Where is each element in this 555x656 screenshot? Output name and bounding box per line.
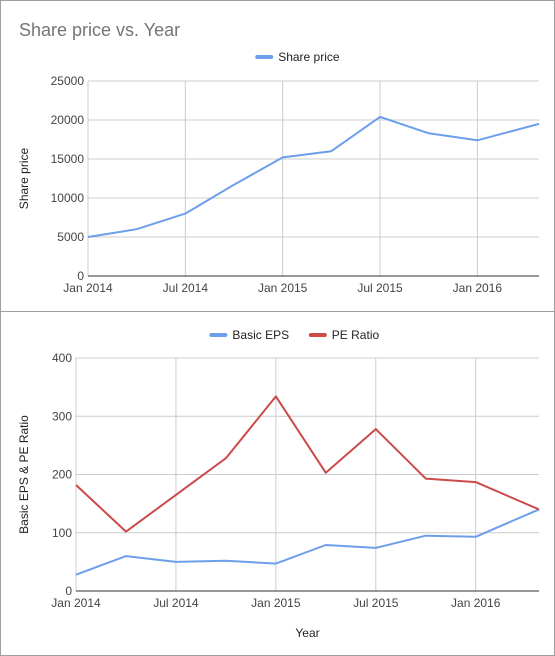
share-price-y-tick-label: 25000 <box>51 74 85 88</box>
share-price-x-tick-label: Jul 2014 <box>163 281 209 295</box>
eps-pe-x-tick-label: Jan 2016 <box>451 596 501 610</box>
share-price-x-tick-label: Jan 2015 <box>258 281 308 295</box>
eps-pe-x-axis-title: Year <box>295 626 319 640</box>
eps-pe-y-tick-label: 400 <box>52 351 72 365</box>
eps-pe-y-tick-label: 100 <box>52 526 72 540</box>
eps-pe-chart: Basic EPS PE Ratio Jan 2014 Jul 2014 Jan 201… <box>17 328 540 640</box>
share-price-x-tick-label: Jan 2016 <box>453 281 503 295</box>
eps-pe-x-tick-label: Jan 2014 <box>51 596 101 610</box>
share-price-series-line-0 <box>87 115 540 238</box>
share-price-y-tick-label: 5000 <box>57 230 84 244</box>
eps-pe-y-tick-label: 200 <box>52 468 72 482</box>
eps-pe-series-line-0 <box>75 508 540 576</box>
eps-pe-chart-panel: Basic EPS PE Ratio Jan 2014 Jul 2014 Jan 201… <box>0 311 555 656</box>
eps-pe-x-tick-label: Jul 2014 <box>153 596 199 610</box>
eps-pe-y-tick-label: 0 <box>65 584 72 598</box>
share-price-y-axis-title: Share price <box>17 147 31 209</box>
eps-pe-x-tick-label: Jul 2015 <box>353 596 399 610</box>
share-price-legend-label-0: Share price <box>278 50 340 64</box>
share-price-y-tick-label: 10000 <box>51 191 85 205</box>
eps-pe-legend-label-1: PE Ratio <box>332 328 380 342</box>
share-price-chart-panel: Share price vs. Year Share price Jan 2014 J… <box>0 0 555 312</box>
share-price-title: Share price vs. Year <box>19 20 180 40</box>
share-price-y-tick-label: 0 <box>77 269 84 283</box>
eps-pe-x-tick-label: Jan 2015 <box>251 596 301 610</box>
eps-pe-legend-label-0: Basic EPS <box>232 328 289 342</box>
eps-pe-y-axis-title: Basic EPS & PE Ratio <box>17 415 31 534</box>
share-price-x-tick-label: Jan 2014 <box>63 281 113 295</box>
share-price-y-tick-label: 15000 <box>51 152 85 166</box>
share-price-x-tick-label: Jul 2015 <box>357 281 403 295</box>
share-price-y-tick-label: 20000 <box>51 113 85 127</box>
share-price-chart: Share price vs. Year Share price Jan 2014 J… <box>17 20 540 295</box>
eps-pe-y-tick-label: 300 <box>52 409 72 423</box>
eps-pe-series-line-1 <box>75 395 540 533</box>
